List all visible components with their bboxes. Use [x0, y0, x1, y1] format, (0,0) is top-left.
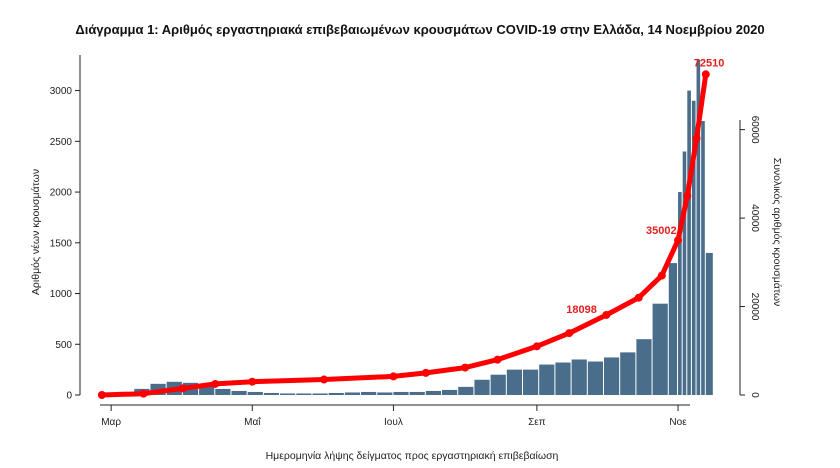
- bar: [523, 369, 539, 395]
- bar: [668, 263, 678, 395]
- bar: [701, 121, 705, 395]
- cumulative-point: [320, 375, 329, 384]
- bar: [490, 374, 506, 395]
- x-tick-label: Νοε: [669, 417, 687, 428]
- cumulative-annotation: 35002: [646, 225, 677, 237]
- bar: [506, 369, 523, 395]
- cumulative-point: [657, 271, 666, 280]
- cumulative-point: [139, 389, 148, 398]
- bar: [555, 362, 571, 395]
- cumulative-point: [692, 134, 701, 143]
- bars-layer: [101, 60, 713, 396]
- bar: [409, 391, 425, 395]
- bar: [231, 390, 247, 395]
- bar: [539, 364, 555, 395]
- cumulative-line: [101, 73, 709, 398]
- cumulative-point: [674, 236, 683, 245]
- x-tick-label: Σεπ: [528, 417, 546, 428]
- cumulative-point: [461, 363, 470, 372]
- y-tick-label: 2500: [50, 137, 73, 148]
- bar: [312, 393, 328, 395]
- cumulative-point: [389, 372, 398, 381]
- y-tick-label: 500: [55, 340, 72, 351]
- bar: [393, 391, 409, 395]
- y2-tick-label: 20000: [749, 293, 760, 321]
- bar: [682, 151, 687, 395]
- cumulative-point: [421, 368, 430, 377]
- bar: [603, 357, 620, 395]
- bar: [361, 391, 377, 395]
- bar: [705, 252, 713, 395]
- x-tick-label: Μαρ: [101, 417, 121, 428]
- cumulative-point: [211, 379, 220, 388]
- bar: [247, 391, 263, 395]
- bar: [587, 361, 603, 395]
- bar: [696, 60, 701, 395]
- cumulative-line-layer: 18098 35002 72510: [97, 57, 725, 399]
- cumulative-point: [565, 329, 574, 338]
- cumulative-point: [97, 391, 106, 399]
- bar: [263, 392, 280, 395]
- bar: [344, 392, 361, 395]
- bar: [458, 386, 474, 395]
- cumulative-point: [248, 377, 257, 386]
- bar: [652, 303, 668, 395]
- y-tick-label: 0: [66, 391, 72, 402]
- bar: [636, 339, 652, 395]
- bar: [425, 390, 442, 395]
- bar: [328, 392, 344, 395]
- y2-tick-label: 60000: [749, 116, 760, 144]
- cumulative-point: [701, 70, 710, 79]
- y-tick-label: 1500: [50, 238, 73, 249]
- bar: [571, 359, 587, 395]
- y-tick-label: 2000: [50, 188, 73, 199]
- bar: [620, 352, 636, 395]
- bar: [678, 192, 682, 395]
- y-tick-label: 1000: [50, 289, 73, 300]
- bar: [474, 379, 490, 395]
- bar: [280, 393, 296, 395]
- bar: [377, 392, 393, 395]
- cumulative-point: [493, 355, 502, 364]
- bar: [442, 389, 458, 395]
- y-axis-title: Αριθμός νέων κρουσμάτων: [30, 169, 42, 295]
- cumulative-point: [178, 384, 187, 393]
- cumulative-point: [602, 310, 611, 319]
- bar: [296, 393, 312, 395]
- bar: [199, 385, 215, 395]
- cumulative-annotation: 18098: [566, 304, 597, 316]
- y-tick-label: 3000: [50, 86, 73, 97]
- cumulative-point: [532, 342, 541, 351]
- cumulative-point: [683, 191, 692, 200]
- axes-layer: 0 500 1000 1500 2000 2500 3000 0 20000 40000 60000…: [50, 55, 760, 428]
- cumulative-annotation: 72510: [694, 57, 725, 69]
- chart-title: Διάγραμμα 1: Αριθμός εργαστηριακά επιβεβ…: [75, 22, 765, 37]
- x-tick-label: Ιουλ: [384, 417, 403, 428]
- y2-tick-label: 0: [749, 392, 760, 398]
- x-tick-label: Μαΐ: [244, 416, 261, 428]
- x-axis-title: Ημερομηνία λήψης δείγματος προς εργαστηρ…: [266, 450, 559, 462]
- bar: [215, 388, 231, 395]
- bar: [687, 90, 691, 396]
- y2-axis-title: Συνολικός αριθμός κρουσμάτων: [771, 158, 783, 307]
- cumulative-point: [634, 293, 643, 302]
- y2-tick-label: 40000: [749, 204, 760, 232]
- bar: [691, 100, 696, 395]
